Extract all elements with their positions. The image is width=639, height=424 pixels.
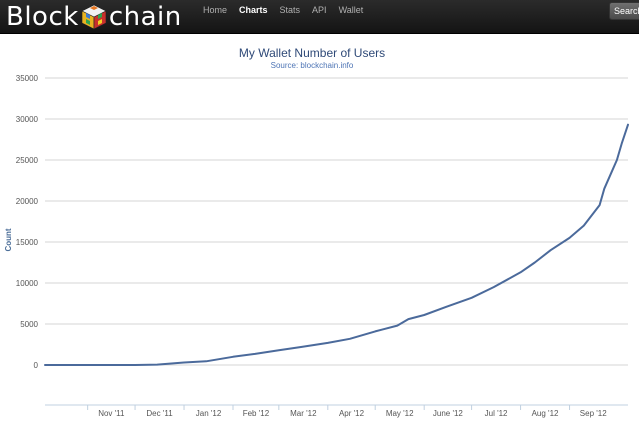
x-tick-label: June '12 — [433, 409, 464, 418]
nav-charts[interactable]: Charts — [239, 5, 268, 15]
nav-home[interactable]: Home — [203, 5, 228, 15]
y-tick-label: 15000 — [16, 238, 39, 247]
y-tick-label: 35000 — [16, 74, 39, 83]
x-tick-label: Mar '12 — [290, 409, 317, 418]
logo-text-left: Block — [6, 1, 79, 32]
y-tick-label: 25000 — [16, 156, 39, 165]
chart-title: My Wallet Number of Users — [239, 46, 385, 60]
y-tick-label: 0 — [34, 361, 39, 370]
nav-stats[interactable]: Stats — [279, 5, 301, 15]
y-axis-label: Count — [4, 228, 13, 251]
x-tick-label: Nov '11 — [98, 409, 125, 418]
chart-subtitle: Source: blockchain.info — [271, 61, 354, 70]
logo-text-right: chain — [108, 1, 182, 32]
users-line-chart: My Wallet Number of Users Source: blockc… — [4, 46, 629, 418]
x-tick-label: Apr '12 — [339, 409, 365, 418]
x-tick-label: Dec '11 — [146, 409, 173, 418]
x-tick-label: Jan '12 — [196, 409, 222, 418]
x-tick-label: Aug '12 — [532, 409, 559, 418]
x-tick-label: Feb '12 — [243, 409, 270, 418]
rubiks-cube-icon — [81, 4, 107, 29]
main-nav: Home Charts Stats API Wallet — [203, 0, 363, 20]
y-tick-label: 30000 — [16, 115, 39, 124]
y-tick-label: 10000 — [16, 279, 39, 288]
y-tick-label: 20000 — [16, 197, 39, 206]
x-tick-label: Sep '12 — [580, 409, 607, 418]
y-tick-label: 5000 — [20, 320, 38, 329]
x-tick-label: May '12 — [386, 409, 414, 418]
series-line — [44, 123, 629, 366]
nav-api[interactable]: API — [312, 5, 327, 15]
blockchain-logo[interactable]: Block chain — [6, 0, 182, 33]
x-tick-label: Jul '12 — [485, 409, 508, 418]
nav-wallet[interactable]: Wallet — [338, 5, 364, 15]
search-button[interactable]: Search — [609, 2, 639, 20]
top-navbar: Block chain Home Charts Stats API Wallet… — [0, 0, 639, 34]
